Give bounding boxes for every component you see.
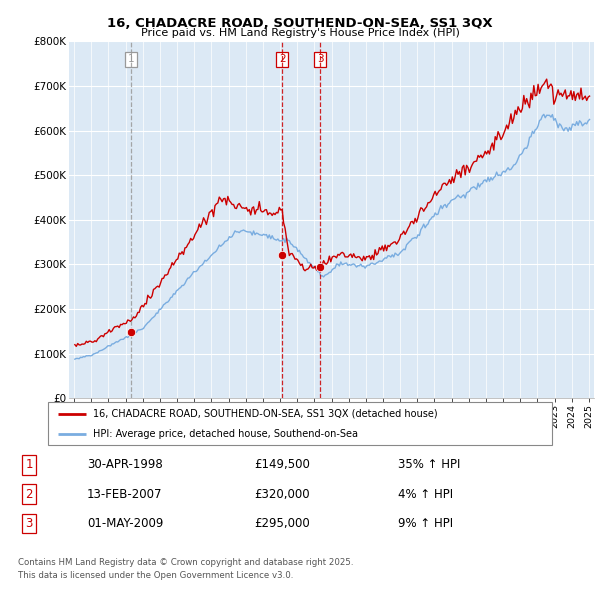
FancyBboxPatch shape xyxy=(48,402,552,445)
Text: 13-FEB-2007: 13-FEB-2007 xyxy=(87,487,163,501)
Text: 30-APR-1998: 30-APR-1998 xyxy=(87,458,163,471)
Text: £295,000: £295,000 xyxy=(254,517,310,530)
Text: 2: 2 xyxy=(279,54,286,64)
Text: 1: 1 xyxy=(26,458,33,471)
Text: 9% ↑ HPI: 9% ↑ HPI xyxy=(398,517,453,530)
Text: Contains HM Land Registry data © Crown copyright and database right 2025.: Contains HM Land Registry data © Crown c… xyxy=(18,558,353,566)
Text: 2: 2 xyxy=(26,487,33,501)
Text: 16, CHADACRE ROAD, SOUTHEND-ON-SEA, SS1 3QX (detached house): 16, CHADACRE ROAD, SOUTHEND-ON-SEA, SS1 … xyxy=(94,409,438,418)
Text: £149,500: £149,500 xyxy=(254,458,310,471)
Text: 3: 3 xyxy=(317,54,323,64)
Text: Price paid vs. HM Land Registry's House Price Index (HPI): Price paid vs. HM Land Registry's House … xyxy=(140,28,460,38)
Text: 4% ↑ HPI: 4% ↑ HPI xyxy=(398,487,453,501)
Text: £320,000: £320,000 xyxy=(254,487,310,501)
Text: 35% ↑ HPI: 35% ↑ HPI xyxy=(398,458,460,471)
Text: 16, CHADACRE ROAD, SOUTHEND-ON-SEA, SS1 3QX: 16, CHADACRE ROAD, SOUTHEND-ON-SEA, SS1 … xyxy=(107,17,493,30)
Text: HPI: Average price, detached house, Southend-on-Sea: HPI: Average price, detached house, Sout… xyxy=(94,430,358,439)
Text: 1: 1 xyxy=(128,54,134,64)
Text: 01-MAY-2009: 01-MAY-2009 xyxy=(87,517,163,530)
Text: 3: 3 xyxy=(26,517,33,530)
Text: This data is licensed under the Open Government Licence v3.0.: This data is licensed under the Open Gov… xyxy=(18,571,293,579)
